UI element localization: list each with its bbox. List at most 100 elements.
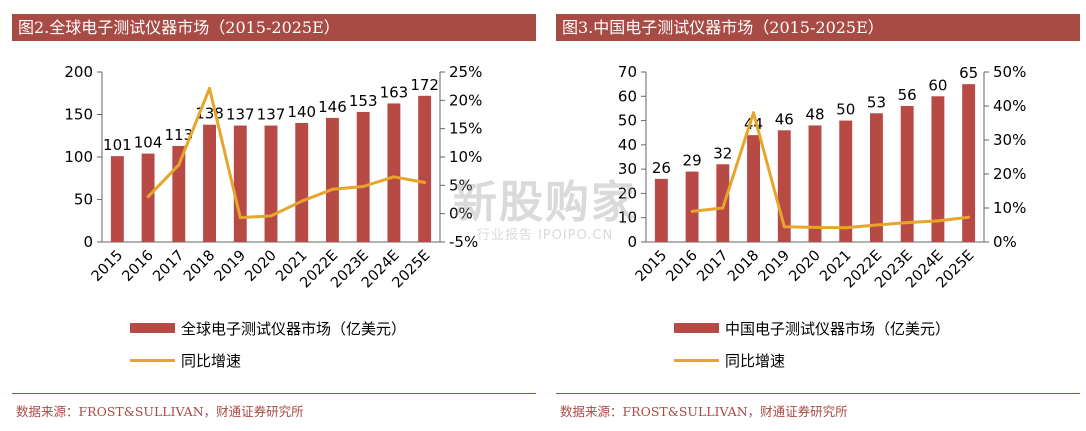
x-tick-label: 2015 <box>633 248 670 285</box>
source-note: 数据来源：FROST&SULLIVAN，财通证券研究所 <box>16 404 304 419</box>
data-label: 46 <box>775 110 794 128</box>
chart-global-svg: 0 50 100 150 200 -5% 0% 5% 10% 15% 20% 25% 101 2015 10… <box>64 63 482 291</box>
bar <box>931 96 945 243</box>
source-divider <box>12 393 536 394</box>
chart-panel-china: 图3.中国电子测试仪器市场（2015-2025E） 0 10 20 30 40 50 60 7… <box>556 0 1080 431</box>
bar <box>295 123 309 242</box>
y-tick-label-left: 10 <box>618 209 637 227</box>
growth-point <box>238 216 242 220</box>
legend-label: 中国电子测试仪器市场（亿美元） <box>725 319 951 338</box>
legend-item-line: 同比增速 <box>674 350 785 370</box>
bar <box>203 124 216 242</box>
growth-line <box>691 111 969 230</box>
growth-point <box>300 199 304 203</box>
x-tick-label: 2019 <box>212 248 249 285</box>
y-tick-label-left: 50 <box>618 112 637 130</box>
x-tick-label: 2019 <box>756 248 793 285</box>
y-tick-label-right: 10% <box>449 148 482 166</box>
growth-point <box>423 181 427 184</box>
bar <box>110 156 124 242</box>
growth-point <box>690 209 694 213</box>
chart-title: 图3.中国电子测试仪器市场（2015-2025E） <box>556 14 1080 41</box>
x-tick-label: 2020 <box>242 248 279 285</box>
bar <box>685 171 699 242</box>
legend-swatch-bar <box>674 323 719 333</box>
data-label: 29 <box>683 152 702 170</box>
bar <box>326 117 339 242</box>
growth-point <box>874 223 878 227</box>
growth-point <box>392 175 396 179</box>
bar <box>900 106 914 242</box>
data-label: 104 <box>134 134 163 152</box>
data-label: 146 <box>318 98 347 116</box>
y-tick-label-right: 15% <box>449 120 482 138</box>
y-tick-label-left: 30 <box>618 160 637 178</box>
y-tick-label-left: 100 <box>64 148 93 166</box>
y-tick-label-left: 70 <box>618 63 637 81</box>
growth-point <box>146 195 150 199</box>
data-label: 53 <box>867 93 886 111</box>
data-label: 56 <box>898 86 917 104</box>
bar <box>870 113 883 243</box>
data-label: 113 <box>164 126 193 144</box>
data-label: 26 <box>652 159 671 177</box>
x-tick-label: 2017 <box>694 248 731 285</box>
x-tick-label: 2018 <box>181 248 218 285</box>
y-tick-label-left: 50 <box>74 191 93 209</box>
y-tick-label-right: -5% <box>449 233 478 251</box>
growth-point <box>177 163 181 167</box>
growth-point <box>967 215 971 219</box>
bar <box>172 145 186 242</box>
growth-point <box>361 184 365 188</box>
y-tick-label-right: 10% <box>993 199 1026 217</box>
chart-panel-global: 图2.全球电子测试仪器市场（2015-2025E） 0 50 100 150 200 -5… <box>12 0 536 431</box>
bar <box>356 111 370 242</box>
chart-china-svg: 0 10 20 30 40 50 60 70 0% 10% 20% 30% 40% 50% 26 2015 29… <box>618 63 1026 291</box>
x-tick-label: 2016 <box>120 248 157 285</box>
bar <box>747 135 760 242</box>
data-label: 137 <box>226 106 255 124</box>
growth-point <box>752 111 756 115</box>
legend-label: 全球电子测试仪器市场（亿美元） <box>181 319 407 338</box>
legend-item-bar: 中国电子测试仪器市场（亿美元） <box>674 318 950 338</box>
y-tick-label-left: 20 <box>618 184 637 202</box>
bar <box>962 84 976 242</box>
legend-swatch-line <box>130 358 175 362</box>
growth-point <box>269 214 273 218</box>
growth-point <box>813 225 817 229</box>
legend-item-line: 同比增速 <box>130 350 241 370</box>
growth-point <box>330 187 334 191</box>
data-label: 60 <box>928 76 947 94</box>
data-label: 48 <box>805 105 824 123</box>
data-label: 140 <box>287 103 316 121</box>
growth-point <box>905 221 909 225</box>
y-tick-label-left: 150 <box>64 106 93 124</box>
data-label: 172 <box>410 76 439 94</box>
y-tick-label-right: 0% <box>993 233 1017 251</box>
data-label: 153 <box>349 92 378 110</box>
growth-point <box>782 225 786 229</box>
data-label: 32 <box>713 144 732 162</box>
y-tick-label-right: 5% <box>449 176 473 194</box>
x-tick-label: 2016 <box>664 248 701 285</box>
x-tick-label: 2018 <box>725 248 762 285</box>
x-tick-label: 2017 <box>150 248 187 285</box>
y-tick-label-left: 0 <box>83 233 93 251</box>
legend-label: 同比增速 <box>181 351 242 370</box>
data-label: 65 <box>959 64 978 82</box>
y-tick-label-right: 20% <box>449 91 482 109</box>
y-tick-label-left: 60 <box>618 87 637 105</box>
y-tick-label-left: 200 <box>64 63 93 81</box>
growth-point <box>208 86 212 90</box>
chart-title: 图2.全球电子测试仪器市场（2015-2025E） <box>12 14 536 41</box>
legend-item-bar: 全球电子测试仪器市场（亿美元） <box>130 318 406 338</box>
growth-line <box>147 86 425 220</box>
legend-swatch-line <box>674 358 719 362</box>
bar <box>233 125 247 242</box>
y-tick-label-right: 30% <box>993 131 1026 149</box>
bar <box>387 103 401 242</box>
growth-point <box>721 206 725 210</box>
y-tick-label-left: 40 <box>618 136 637 154</box>
bar <box>808 125 822 242</box>
bar <box>418 95 432 242</box>
